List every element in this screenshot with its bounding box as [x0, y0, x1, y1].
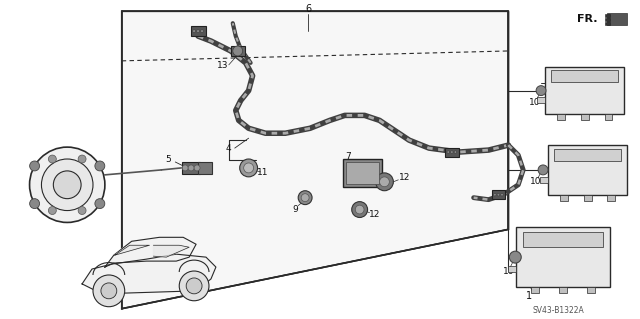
Text: 5: 5	[166, 155, 172, 165]
Bar	[607, 13, 627, 25]
Bar	[540, 177, 548, 183]
Circle shape	[200, 30, 204, 33]
Circle shape	[182, 165, 188, 171]
Circle shape	[186, 278, 202, 294]
Text: SV43-B1322A: SV43-B1322A	[532, 306, 584, 315]
Circle shape	[49, 155, 56, 163]
Circle shape	[93, 275, 125, 307]
Circle shape	[500, 193, 503, 196]
Circle shape	[298, 191, 312, 204]
Bar	[605, 14, 611, 17]
Bar	[580, 115, 589, 120]
Circle shape	[240, 159, 257, 177]
Bar	[445, 148, 458, 157]
Text: 13: 13	[217, 61, 228, 70]
Circle shape	[53, 171, 81, 199]
Circle shape	[78, 155, 86, 163]
Circle shape	[42, 159, 93, 211]
Text: 3: 3	[552, 68, 558, 78]
Circle shape	[29, 161, 40, 171]
Bar	[231, 46, 244, 56]
Text: 9: 9	[292, 205, 298, 214]
Circle shape	[95, 161, 105, 171]
Text: 1: 1	[526, 291, 532, 301]
Bar	[605, 18, 611, 21]
Circle shape	[509, 251, 521, 263]
Bar	[343, 159, 383, 187]
Circle shape	[78, 207, 86, 214]
Text: 11: 11	[257, 168, 268, 177]
Circle shape	[380, 177, 389, 187]
Circle shape	[376, 173, 394, 191]
Circle shape	[536, 85, 546, 96]
Bar	[605, 115, 612, 120]
Bar	[548, 145, 627, 195]
Bar	[531, 287, 539, 293]
Bar	[346, 162, 380, 184]
Circle shape	[29, 199, 40, 209]
Circle shape	[454, 151, 457, 153]
Text: 10: 10	[531, 177, 542, 186]
Circle shape	[244, 163, 253, 173]
Text: 10: 10	[502, 266, 514, 276]
Circle shape	[194, 165, 200, 171]
Circle shape	[95, 199, 105, 209]
Circle shape	[538, 165, 548, 175]
Circle shape	[355, 205, 364, 214]
Circle shape	[301, 194, 309, 202]
Bar	[523, 232, 603, 247]
Bar	[557, 115, 565, 120]
Bar	[537, 97, 545, 103]
Bar	[551, 70, 618, 82]
Circle shape	[29, 147, 105, 222]
Bar	[516, 227, 610, 287]
Text: 7: 7	[345, 152, 351, 160]
Text: 10: 10	[529, 98, 541, 107]
Bar	[191, 26, 205, 36]
Circle shape	[233, 46, 243, 56]
Polygon shape	[115, 245, 150, 255]
Bar	[492, 190, 505, 199]
Text: FR.: FR.	[577, 14, 598, 24]
Bar	[587, 287, 595, 293]
Polygon shape	[105, 237, 196, 267]
Circle shape	[447, 151, 450, 153]
Text: 8: 8	[42, 168, 47, 177]
Text: 12: 12	[399, 173, 410, 182]
Bar	[607, 195, 616, 201]
Circle shape	[497, 193, 500, 196]
Circle shape	[179, 271, 209, 301]
Circle shape	[49, 207, 56, 214]
Polygon shape	[154, 245, 189, 257]
Bar	[554, 149, 621, 161]
Circle shape	[196, 30, 200, 33]
Circle shape	[493, 193, 496, 196]
Bar	[182, 162, 200, 174]
Circle shape	[101, 283, 116, 299]
Circle shape	[188, 165, 194, 171]
Circle shape	[451, 151, 453, 153]
Text: 6: 6	[305, 4, 311, 14]
Bar	[545, 67, 625, 115]
Bar	[560, 195, 568, 201]
Text: 2: 2	[553, 147, 559, 157]
Bar	[584, 195, 591, 201]
Polygon shape	[122, 11, 508, 309]
Bar	[559, 287, 567, 293]
Circle shape	[352, 202, 367, 218]
Circle shape	[193, 30, 196, 33]
Bar	[198, 162, 212, 174]
Bar	[508, 266, 516, 272]
Text: 4: 4	[226, 144, 232, 152]
Bar	[605, 22, 611, 25]
Text: 12: 12	[369, 210, 380, 219]
Polygon shape	[82, 254, 216, 294]
